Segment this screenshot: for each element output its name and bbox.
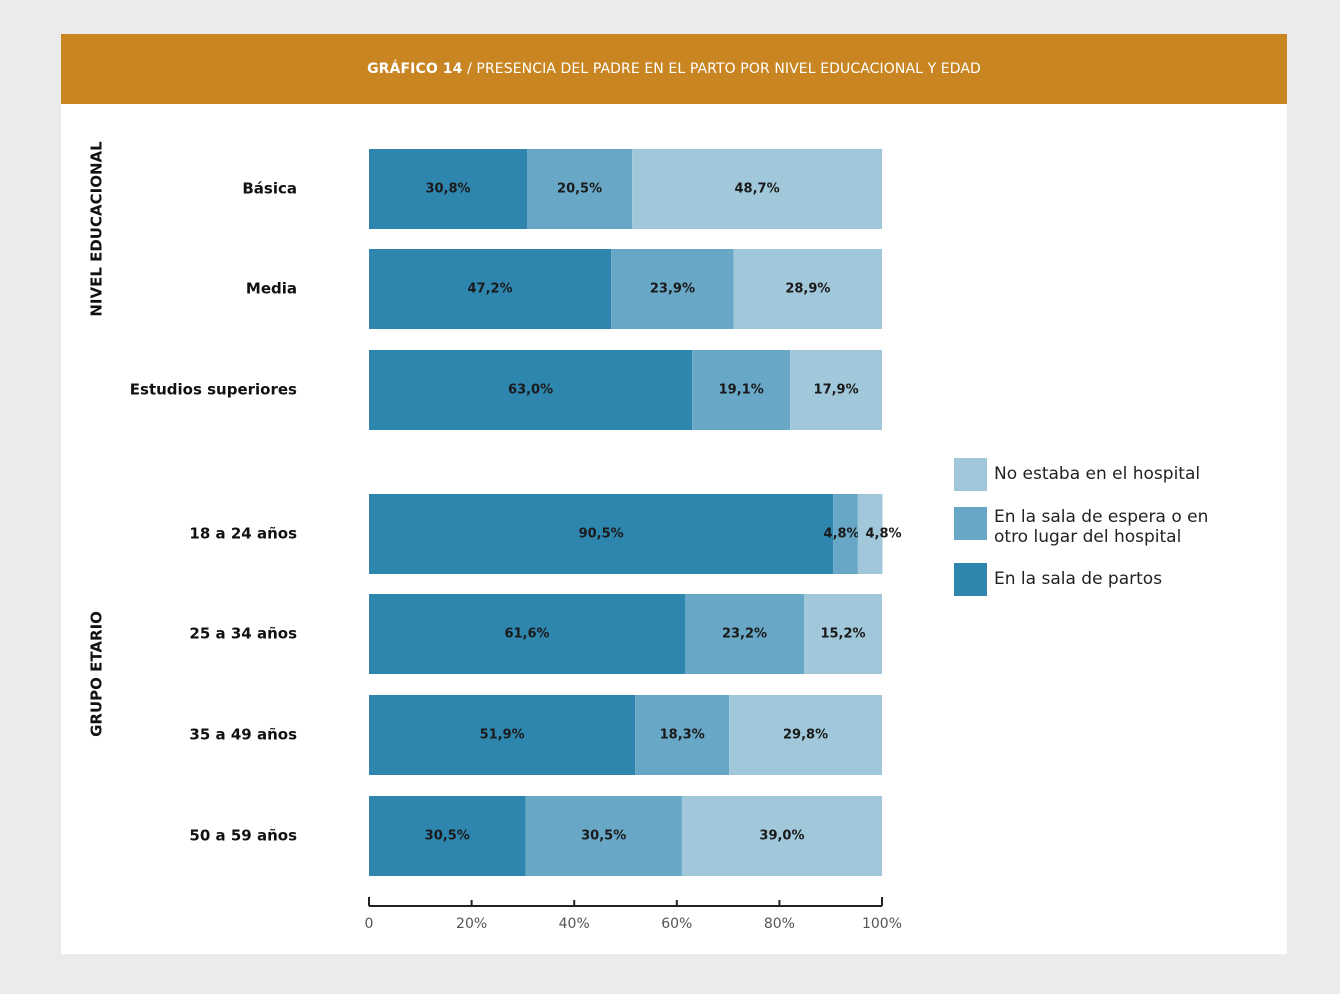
data-label: 4,8% (824, 527, 860, 542)
chart-title: / PRESENCIA DEL PADRE EN EL PARTO POR NI… (462, 61, 981, 77)
data-label: 23,2% (722, 627, 767, 642)
data-label: 61,6% (504, 627, 549, 642)
data-label: 39,0% (759, 829, 804, 844)
legend-label: No estaba en el hospital (994, 464, 1201, 484)
legend-item-sala-partos: En la sala de partos (954, 563, 1254, 596)
bar-segment (611, 249, 734, 329)
data-label: 18,3% (660, 728, 705, 743)
category-label: 50 a 59 años (189, 827, 297, 845)
bar-segment (685, 594, 805, 674)
bar-segment (369, 695, 636, 775)
bar-segment (369, 796, 526, 876)
bar-segment (369, 494, 834, 574)
data-label: 29,8% (783, 728, 828, 743)
stacked-bar-chart: NIVEL EDUCACIONAL GRUPO ETARIO Básica 30,8%… (88, 141, 903, 932)
x-tick-label: 0 (365, 916, 374, 932)
legend-item-sala-espera: En la sala de espera o en otro lugar del… (954, 507, 1254, 547)
legend-swatch (954, 458, 987, 491)
bar-segment (833, 494, 858, 574)
group-label: NIVEL EDUCACIONAL (88, 141, 106, 317)
x-tick-label: 20% (456, 916, 487, 932)
x-tick-label: 100% (862, 916, 902, 932)
data-label: 47,2% (468, 282, 513, 297)
category-label: Estudios superiores (130, 381, 297, 399)
data-label: 15,2% (820, 627, 865, 642)
bar-segment (804, 594, 882, 674)
bar-segment (635, 695, 730, 775)
data-label: 30,8% (425, 182, 470, 197)
bar-segment (632, 149, 882, 229)
data-label: 51,9% (480, 728, 525, 743)
data-label: 28,9% (785, 282, 830, 297)
data-label: 19,1% (719, 383, 764, 398)
bar-segment (681, 796, 882, 876)
category-label: 18 a 24 años (189, 525, 297, 543)
category-label: Media (246, 280, 297, 298)
group-label: GRUPO ETARIO (88, 611, 106, 737)
legend-item-no-hospital: No estaba en el hospital (954, 458, 1254, 491)
legend-swatch (954, 507, 987, 540)
data-label: 30,5% (581, 829, 626, 844)
bar-segment (369, 249, 612, 329)
data-label: 20,5% (557, 182, 602, 197)
chart-number: GRÁFICO 14 (367, 61, 463, 77)
legend-label: En la sala de partos (994, 569, 1163, 589)
data-label: 30,5% (425, 829, 470, 844)
data-label: 23,9% (650, 282, 695, 297)
category-label: 25 a 34 años (189, 625, 297, 643)
bar-segment (790, 350, 882, 430)
category-label: 35 a 49 años (189, 726, 297, 744)
bar-segment (525, 796, 682, 876)
legend-swatch (954, 563, 987, 596)
bar-segment (369, 594, 686, 674)
legend: No estaba en el hospital En la sala de e… (954, 458, 1254, 612)
legend-label: En la sala de espera o en otro lugar del… (994, 507, 1209, 547)
data-label: 63,0% (508, 383, 553, 398)
data-label: 17,9% (814, 383, 859, 398)
x-tick-label: 80% (764, 916, 795, 932)
bar-segment (729, 695, 882, 775)
data-label: 48,7% (735, 182, 780, 197)
category-label: Básica (242, 180, 297, 198)
bar-segment (857, 494, 883, 574)
bar-segment (733, 249, 882, 329)
data-label: 90,5% (579, 527, 624, 542)
bar-segment (692, 350, 791, 430)
x-tick-label: 40% (559, 916, 590, 932)
chart-panel: GRÁFICO 14 / PRESENCIA DEL PADRE EN EL P… (61, 34, 1287, 954)
chart-header: GRÁFICO 14 / PRESENCIA DEL PADRE EN EL P… (61, 34, 1287, 104)
x-tick-label: 60% (661, 916, 692, 932)
bar-segment (527, 149, 633, 229)
bar-segment (369, 149, 528, 229)
data-label: 4,8% (865, 527, 901, 542)
bar-segment (369, 350, 693, 430)
